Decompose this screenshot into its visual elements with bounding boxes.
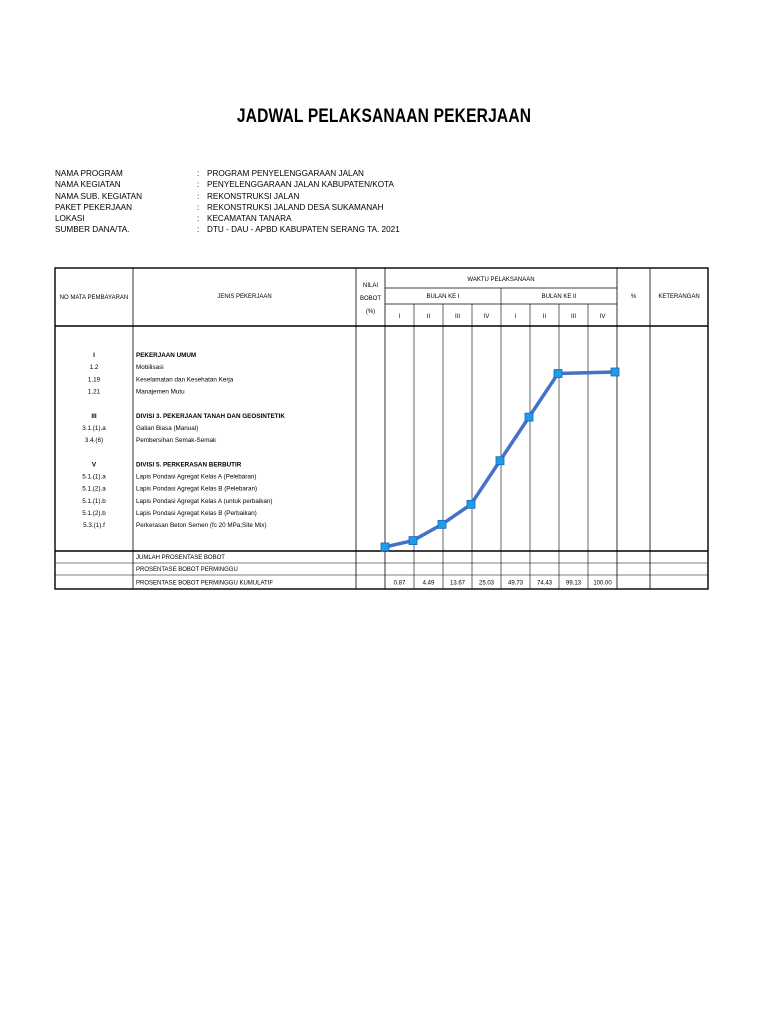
row-jenis-pekerjaan: Lapis Pondasi Agregat Kelas B (Perbaikan… xyxy=(136,510,257,517)
project-info: NAMA PROGRAM : PROGRAM PENYELENGGARAAN J… xyxy=(55,168,400,236)
footer-jumlah-prosentase: JUMLAH PROSENTASE BOBOT xyxy=(136,555,225,561)
header-week-7: III xyxy=(571,314,576,320)
s-curve-point-8 xyxy=(610,367,620,377)
info-label: SUMBER DANA/TA. xyxy=(55,225,130,235)
header-percent-unit: (%) xyxy=(366,309,375,315)
kumulatif-value-4: 25.03 xyxy=(479,581,495,587)
header-bulan-1: BULAN KE I xyxy=(426,294,459,300)
row-jenis-pekerjaan: PEKERJAAN UMUM xyxy=(136,352,196,359)
info-separator: : xyxy=(197,180,200,190)
header-week-1: I xyxy=(399,314,401,320)
s-curve-point-1 xyxy=(380,542,390,552)
row-jenis-pekerjaan: Perkerasan Beton Semen (fc 20 MPa;Site M… xyxy=(136,522,267,529)
info-value: PROGRAM PENYELENGGARAAN JALAN xyxy=(207,169,364,178)
table-rows: I PEKERJAAN UMUM 1.2 Mobilisasi 1.19 Keselama… xyxy=(82,352,285,529)
header-bulan-2: BULAN KE II xyxy=(542,294,577,300)
info-label: PAKET PEKERJAAN xyxy=(55,202,133,212)
row-no: 5.1.(2).b xyxy=(82,510,106,517)
header-week-2: II xyxy=(427,314,431,320)
row-no: 5.1.(1).b xyxy=(82,498,106,505)
header-nilai: NILAI xyxy=(363,283,378,289)
info-row-sumber-dana: SUMBER DANA/TA. : DTU - DAU - APBD KABUP… xyxy=(55,224,400,235)
header-no-mata-pembayaran: NO MATA PEMBAYARAN xyxy=(60,295,129,301)
table-headers: NO MATA PEMBAYARAN JENIS PEKERJAAN NILAI BO… xyxy=(60,277,700,320)
info-label: NAMA PROGRAM xyxy=(55,169,123,178)
info-value: REKONSTRUKSI JALAND DESA SUKAMANAH xyxy=(207,202,384,212)
kumulatif-value-7: 99.13 xyxy=(566,581,582,587)
row-jenis-pekerjaan: Galian Biasa (Manual) xyxy=(136,425,198,432)
row-no: 3.1.(1).a xyxy=(82,425,106,432)
row-jenis-pekerjaan: Lapis Pondasi Agregat Kelas B (Pelebaran… xyxy=(136,486,257,493)
table-footer: JUMLAH PROSENTASE BOBOT PROSENTASE BOBOT … xyxy=(136,555,612,587)
kumulatif-value-1: 0.87 xyxy=(394,581,406,587)
kumulatif-value-6: 74.43 xyxy=(537,581,553,587)
info-label: LOKASI xyxy=(55,214,85,224)
header-keterangan: KETERANGAN xyxy=(658,294,699,300)
row-no: I xyxy=(93,352,95,359)
info-value: PENYELENGGARAAN JALAN KABUPATEN/KOTA xyxy=(207,180,394,190)
kumulatif-value-8: 100.00 xyxy=(593,581,612,587)
info-row-lokasi: LOKASI : KECAMATAN TANARA xyxy=(55,213,400,224)
row-no: 1.19 xyxy=(88,376,101,383)
s-curve-point-6 xyxy=(524,412,534,422)
info-separator: : xyxy=(197,169,200,178)
row-jenis-pekerjaan: Lapis Pondasi Agregat Kelas A (untuk per… xyxy=(136,498,273,505)
info-value: DTU - DAU - APBD KABUPATEN SERANG TA. 20… xyxy=(207,225,400,235)
row-no: III xyxy=(91,413,96,420)
header-bobot: BOBOT xyxy=(360,296,381,302)
info-row-program: NAMA PROGRAM : PROGRAM PENYELENGGARAAN J… xyxy=(55,168,400,179)
row-no: 3.4.(6) xyxy=(85,437,103,444)
row-jenis-pekerjaan: DIVISI 5. PERKERASAN BERBUTIR xyxy=(136,461,242,468)
kumulatif-value-5: 49.73 xyxy=(508,581,524,587)
row-jenis-pekerjaan: Pembersihan Semak-Semak xyxy=(136,437,217,444)
row-no: 5.1.(1).a xyxy=(82,474,106,481)
info-label: NAMA KEGIATAN xyxy=(55,180,121,190)
row-no: V xyxy=(92,461,97,468)
info-separator: : xyxy=(197,202,200,212)
row-jenis-pekerjaan: Keselamatan dan Kesehatan Kerja xyxy=(136,376,234,383)
row-jenis-pekerjaan: Mobilisasi xyxy=(136,364,164,371)
info-value: KECAMATAN TANARA xyxy=(207,214,292,224)
info-separator: : xyxy=(197,191,200,201)
s-curve-chart xyxy=(380,367,620,552)
page-title: JADWAL PELAKSANAAN PEKERJAAN xyxy=(236,106,532,127)
s-curve-line xyxy=(384,370,616,549)
footer-prosentase-kumulatif: PROSENTASE BOBOT PERMINGGU KUMULATIF xyxy=(136,581,273,587)
row-jenis-pekerjaan: Lapis Pondasi Agregat Kelas A (Pelebaran… xyxy=(136,474,256,481)
header-jenis-pekerjaan: JENIS PEKERJAAN xyxy=(217,294,271,300)
kumulatif-value-3: 13.67 xyxy=(450,581,466,587)
s-curve-point-2 xyxy=(408,536,418,545)
info-separator: : xyxy=(197,225,200,235)
row-no: 5.1.(2).a xyxy=(82,486,106,493)
info-separator: : xyxy=(197,214,200,224)
kumulatif-value-2: 4.49 xyxy=(423,581,435,587)
header-week-4: IV xyxy=(484,314,490,320)
row-jenis-pekerjaan: Manajemen Mutu xyxy=(136,388,185,395)
header-waktu-pelaksanaan: WAKTU PELAKSANAAN xyxy=(467,277,534,283)
s-curve-point-3 xyxy=(437,519,447,529)
info-label: NAMA SUB. KEGIATAN xyxy=(55,191,143,201)
header-week-5: I xyxy=(515,314,517,320)
header-percent: % xyxy=(631,294,637,300)
row-jenis-pekerjaan: DIVISI 3. PEKERJAAN TANAH DAN GEOSINTETI… xyxy=(136,413,285,420)
info-value: REKONSTRUKSI JALAN xyxy=(207,191,300,201)
info-row-kegiatan: NAMA KEGIATAN : PENYELENGGARAAN JALAN KA… xyxy=(55,179,400,190)
header-week-3: III xyxy=(455,314,460,320)
info-row-paket: PAKET PEKERJAAN : REKONSTRUKSI JALAND DE… xyxy=(55,202,400,213)
s-curve-point-5 xyxy=(495,456,505,466)
info-row-sub-kegiatan: NAMA SUB. KEGIATAN : REKONSTRUKSI JALAN xyxy=(55,191,400,202)
row-no: 5.3.(1).f xyxy=(83,522,105,529)
header-week-6: II xyxy=(543,314,547,320)
table-border xyxy=(54,267,709,590)
s-curve-point-7 xyxy=(553,369,563,378)
s-curve-point-4 xyxy=(466,499,476,509)
row-no: 1.21 xyxy=(88,388,101,395)
row-no: 1.2 xyxy=(90,364,99,371)
header-week-8: IV xyxy=(600,314,606,320)
footer-prosentase-perminggu: PROSENTASE BOBOT PERMINGGU xyxy=(136,567,238,573)
